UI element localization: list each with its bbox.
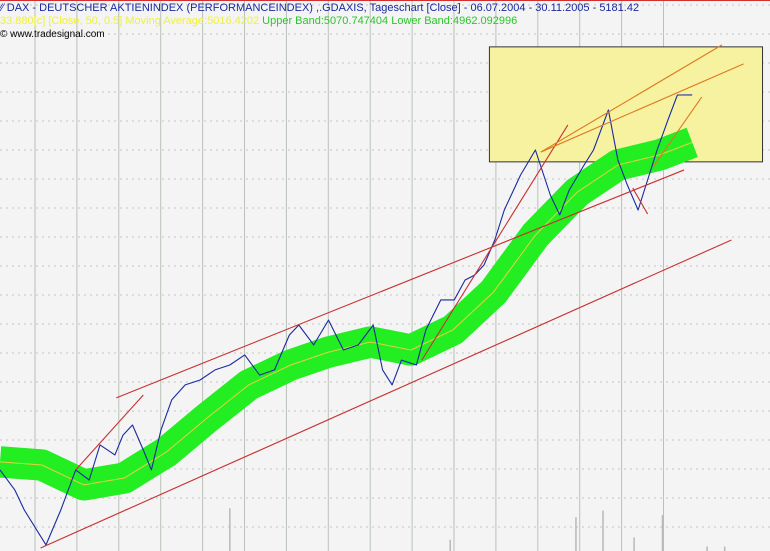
highlight-rect: [488, 46, 764, 163]
top-border: [0, 0, 770, 1]
trend-line: [40, 239, 732, 549]
highlight-box: [488, 46, 764, 163]
price-line: [0, 94, 693, 546]
line-chart-icon: ⁄∕: [0, 2, 4, 14]
price-series: [0, 94, 693, 546]
trend-line: [540, 63, 744, 153]
trend-line: [632, 187, 649, 215]
moving-average-label: 33.880[c] [Close, 50, 0.5] Moving Averag…: [0, 15, 260, 27]
trend-line: [540, 44, 723, 153]
trend-lines[interactable]: [40, 44, 744, 549]
bollinger-band: [0, 127, 698, 501]
indicator-row: 33.880[c] [Close, 50, 0.5] Moving Averag…: [0, 15, 517, 28]
moving-average-band: [0, 127, 698, 501]
moving-average-line: [0, 141, 693, 486]
chart-title: DAX - DEUTSCHER AKTIENINDEX (PERFORMANCE…: [6, 2, 640, 14]
trend-line: [421, 124, 569, 361]
volume-bars: [229, 508, 726, 551]
chart-title-row: ⁄∕ DAX - DEUTSCHER AKTIENINDEX (PERFORMA…: [0, 2, 639, 15]
copyright: © www.tradesignal.com: [0, 29, 105, 40]
trend-line: [652, 96, 703, 168]
trend-line: [116, 169, 685, 399]
bands-label: Upper Band:5070.747404 Lower Band:4962.0…: [262, 15, 518, 27]
trend-line: [75, 394, 144, 471]
